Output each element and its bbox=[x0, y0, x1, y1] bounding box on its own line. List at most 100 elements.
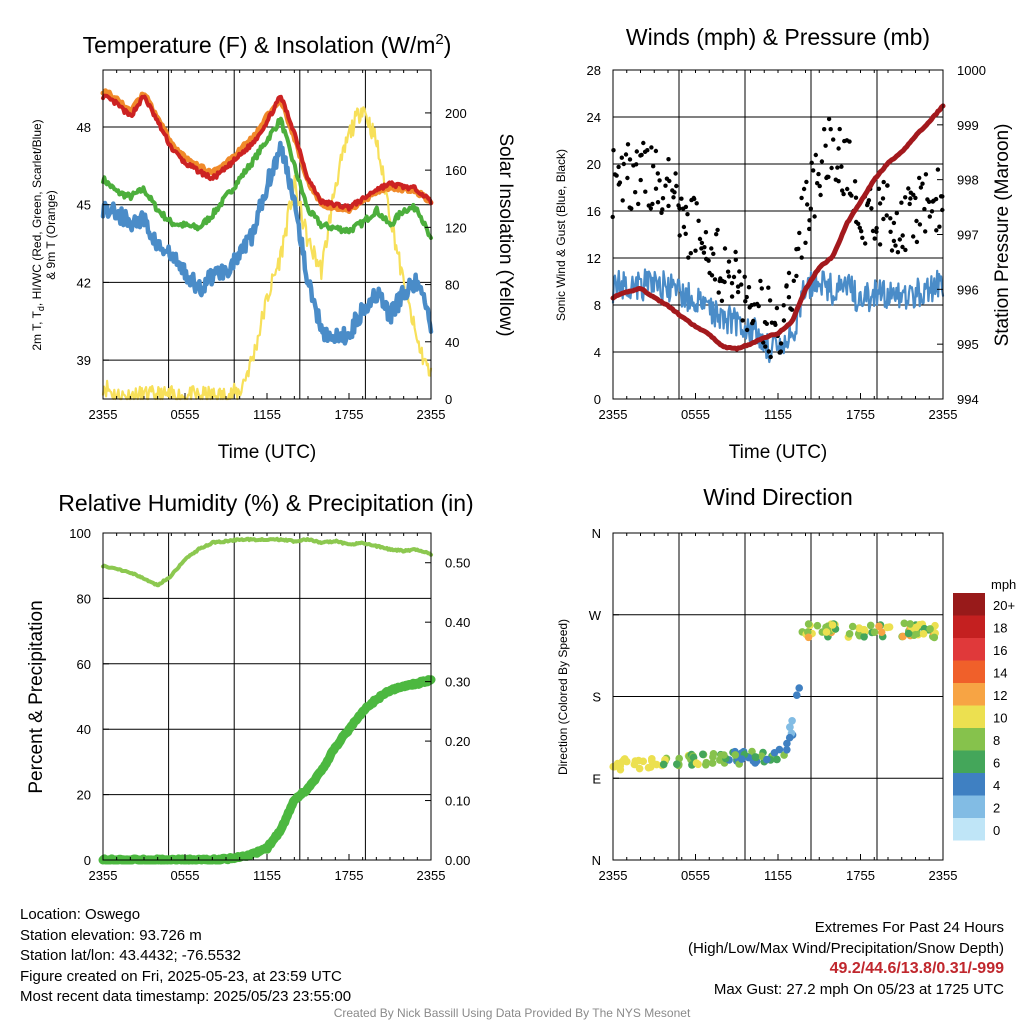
colorbar-swatch bbox=[953, 795, 985, 818]
humidity-series bbox=[98, 536, 436, 865]
gust-point bbox=[911, 192, 916, 197]
gust-point bbox=[716, 290, 721, 295]
gust-point bbox=[686, 255, 691, 260]
gust-point bbox=[739, 282, 744, 287]
colorbar-label: 12 bbox=[993, 688, 1007, 703]
x-tick-label: 2355 bbox=[929, 407, 958, 422]
gust-point bbox=[913, 195, 918, 201]
humidity-y-ticks: 0 20 40 60 80 100 bbox=[69, 526, 109, 868]
humidity-x-ticks: 2355 0555 1155 1755 2355 bbox=[89, 533, 445, 883]
y-tick-label: 8 bbox=[594, 298, 601, 313]
y-tick-label: 24 bbox=[587, 110, 601, 125]
y-tick-label: 16 bbox=[587, 204, 601, 219]
x-tick-label: 2355 bbox=[89, 868, 118, 883]
gust-point bbox=[888, 216, 893, 221]
gust-point bbox=[744, 327, 750, 333]
direction-point bbox=[900, 619, 909, 628]
direction-point bbox=[786, 723, 794, 732]
gust-point bbox=[673, 171, 678, 176]
gust-point bbox=[650, 201, 655, 207]
gust-point bbox=[638, 177, 643, 183]
gust-point bbox=[666, 203, 671, 209]
direction-point bbox=[919, 630, 928, 638]
gust-point bbox=[616, 164, 621, 170]
y-tick-label: 4 bbox=[594, 345, 601, 360]
gust-point bbox=[719, 298, 725, 303]
extremes-values: 49.2/44.6/13.8/0.31/-999 bbox=[829, 960, 1004, 977]
y-tick-label: 28 bbox=[587, 63, 601, 78]
gust-point bbox=[706, 258, 711, 263]
gust-point bbox=[697, 236, 703, 242]
gust-point bbox=[818, 192, 823, 198]
direction-point bbox=[845, 630, 854, 638]
gust-point bbox=[715, 227, 720, 233]
gust-point bbox=[712, 277, 718, 282]
y2-tick-label: 999 bbox=[957, 118, 979, 133]
gust-point bbox=[625, 175, 630, 181]
gust-point bbox=[872, 236, 877, 241]
pressure-line bbox=[610, 103, 946, 352]
gust-point bbox=[737, 269, 742, 274]
direction-point bbox=[883, 623, 891, 632]
gust-point bbox=[891, 220, 897, 226]
gust-point bbox=[900, 244, 905, 250]
gust-point bbox=[726, 259, 732, 264]
gust-point bbox=[817, 183, 822, 189]
gust-point bbox=[677, 233, 682, 238]
gust-point bbox=[917, 175, 922, 181]
gust-point bbox=[881, 216, 886, 222]
gust-point bbox=[667, 178, 672, 184]
gust-point bbox=[692, 196, 697, 202]
gust-point bbox=[923, 229, 928, 234]
gust-point bbox=[926, 199, 932, 204]
gust-point bbox=[845, 186, 850, 192]
x-tick-label: 1155 bbox=[253, 407, 281, 422]
gust-point bbox=[699, 240, 705, 246]
gust-point bbox=[894, 210, 899, 216]
gust-point bbox=[620, 198, 625, 203]
direction-point bbox=[860, 625, 868, 634]
x-tick-label: 1755 bbox=[335, 868, 364, 883]
gust-point bbox=[701, 250, 707, 255]
elevation-text: Station elevation: 93.726 m bbox=[20, 926, 202, 944]
rh-line bbox=[101, 536, 433, 588]
gust-point bbox=[935, 167, 941, 172]
gust-point bbox=[759, 286, 764, 291]
gust-point bbox=[623, 152, 629, 157]
gust-point bbox=[856, 221, 861, 226]
direction-point bbox=[904, 629, 913, 638]
temperature-title: Temperature (F) & Insolation (W/m2) bbox=[83, 31, 452, 58]
y2-tick-label: 0.40 bbox=[445, 615, 470, 630]
gust-point bbox=[880, 196, 886, 201]
extremes-info: Extremes For Past 24 Hours (High/Low/Max… bbox=[688, 918, 1004, 1000]
gust-point bbox=[870, 228, 876, 234]
gust-point bbox=[874, 229, 879, 234]
colorbar-label: 18 bbox=[993, 621, 1007, 636]
direction-point bbox=[623, 757, 631, 766]
gust-point bbox=[903, 247, 908, 253]
gust-point bbox=[655, 200, 661, 205]
gust-point bbox=[709, 246, 714, 251]
humidity-panel: Relative Humidity (%) & Precipitation (i… bbox=[26, 490, 474, 883]
gust-point bbox=[751, 318, 756, 324]
gust-point bbox=[884, 213, 889, 218]
y2-tick-label: 997 bbox=[957, 228, 979, 243]
gust-point bbox=[683, 204, 689, 210]
temperature-series bbox=[100, 88, 434, 401]
direction-y-ticks: N E S W N bbox=[589, 526, 619, 868]
colorbar-swatch bbox=[953, 660, 985, 683]
y-tick-label: 20 bbox=[77, 788, 91, 803]
x-tick-label: 1755 bbox=[846, 868, 875, 883]
wind-y-label: Sonic Wind & Gust (Blue, Black) bbox=[554, 149, 568, 321]
gust-point bbox=[663, 183, 668, 188]
gust-point bbox=[918, 185, 924, 190]
x-tick-label: 2355 bbox=[599, 868, 628, 883]
y-tick-label: 39 bbox=[77, 353, 91, 368]
colorbar-swatch bbox=[953, 615, 985, 638]
gust-point bbox=[804, 179, 809, 185]
gust-point bbox=[906, 186, 911, 191]
direction-point bbox=[635, 764, 644, 773]
temperature-panel: Temperature (F) & Insolation (W/m2) 2355… bbox=[30, 31, 516, 463]
gust-point bbox=[914, 218, 919, 224]
